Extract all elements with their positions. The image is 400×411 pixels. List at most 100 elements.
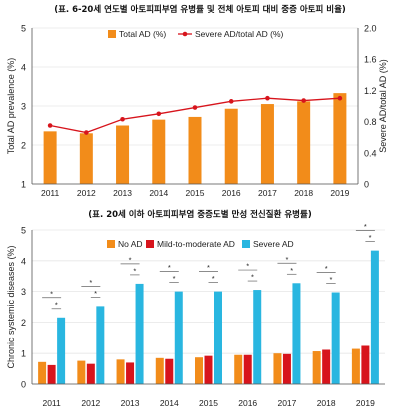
bottom-left-tick-label: 1 (21, 349, 26, 359)
top-chart-caption: (표. 6-20세 연도별 아토피피부염 유병률 및 전체 아토피 대비 중증 … (54, 5, 346, 15)
top-legend-label-severe-ratio: Severe AD/total AD (%) (195, 29, 284, 39)
bottom-bar-severe-ad (57, 317, 66, 384)
top-point-severe-ratio (47, 123, 53, 128)
bottom-bar-no-ad (234, 354, 243, 384)
top-right-tick-label: 0.8 (364, 117, 377, 127)
top-bar-total-ad (333, 93, 347, 184)
bottom-x-tick-label: 2018 (317, 398, 336, 408)
top-bar-total-ad (43, 131, 57, 184)
top-point-severe-ratio (337, 95, 343, 101)
bottom-bar-mild-moderate-ad (282, 353, 291, 384)
top-x-tick-label: 2018 (294, 188, 313, 198)
bottom-legend-label-severe-ad: Severe AD (253, 239, 294, 249)
bottom-bar-severe-ad (135, 283, 144, 384)
bottom-bar-no-ad (77, 360, 86, 384)
bottom-x-tick-label: 2016 (238, 398, 257, 408)
bottom-bar-no-ad (116, 359, 125, 384)
bottom-sig-star: * (129, 255, 132, 264)
bottom-sig-star: * (246, 262, 249, 271)
bottom-sig-star: * (173, 274, 176, 283)
bottom-bar-mild-moderate-ad (322, 349, 331, 384)
top-right-tick-label: 1.2 (364, 86, 377, 96)
top-right-tick-label: 1.6 (364, 55, 377, 65)
top-right-axis-title: Severe AD/total AD (%) (378, 59, 388, 153)
bottom-sig-star: * (207, 263, 210, 272)
bottom-sig-star: * (364, 222, 367, 231)
bottom-bar-no-ad (273, 353, 282, 384)
top-point-severe-ratio (120, 116, 125, 122)
top-right-tick-label: 0 (364, 180, 369, 190)
bottom-bar-mild-moderate-ad (361, 345, 370, 384)
bottom-bar-severe-ad (370, 250, 379, 384)
bottom-left-tick-label: 0 (21, 380, 26, 390)
top-point-severe-ratio (228, 99, 234, 104)
top-bar-total-ad (224, 108, 238, 184)
bottom-x-tick-label: 2013 (121, 398, 140, 408)
bottom-x-tick-label: 2015 (199, 398, 218, 408)
top-right-tick-label: 0.4 (364, 148, 377, 158)
bottom-bar-no-ad (155, 357, 164, 384)
bottom-left-tick-label: 3 (21, 287, 26, 297)
top-point-severe-ratio (192, 105, 198, 110)
top-bar-total-ad (188, 116, 202, 184)
bottom-bar-severe-ad (331, 292, 340, 384)
top-bar-total-ad (297, 101, 311, 184)
bottom-sig-star: * (369, 233, 372, 242)
top-point-severe-ratio (156, 111, 162, 117)
bottom-sig-star: * (168, 263, 171, 272)
top-left-axis-title: Total AD prevalence (%) (6, 58, 16, 155)
bottom-chart-caption: (표. 20세 이하 아토피피부염 중증도별 만성 전신질환 유병률) (88, 210, 312, 220)
bottom-sig-star: * (285, 255, 288, 264)
top-x-tick-label: 2016 (222, 188, 241, 198)
bottom-x-tick-label: 2012 (81, 398, 100, 408)
bottom-legend-swatch-no-ad (107, 240, 115, 248)
bottom-sig-star: * (133, 266, 136, 275)
bottom-sig-star: * (251, 273, 254, 282)
bottom-bar-mild-moderate-ad (47, 364, 56, 384)
bottom-sig-star: * (55, 300, 58, 309)
bottom-legend-label-no-ad: No AD (118, 239, 143, 249)
top-left-tick-label: 3 (21, 102, 26, 112)
top-x-tick-label: 2019 (330, 188, 349, 198)
bottom-x-tick-label: 2017 (277, 398, 296, 408)
bottom-sig-star: * (290, 266, 293, 275)
bottom-legend-swatch-severe-ad (242, 240, 250, 248)
top-x-tick-label: 2013 (113, 188, 132, 198)
bottom-sig-star: * (325, 264, 328, 273)
bottom-bar-severe-ad (214, 291, 222, 384)
bottom-x-tick-label: 2019 (356, 398, 375, 408)
bottom-bar-mild-moderate-ad (243, 354, 252, 384)
top-x-tick-label: 2011 (41, 188, 60, 198)
top-legend-swatch-severe-dot (182, 31, 188, 37)
top-point-severe-ratio (84, 130, 89, 135)
bottom-bar-severe-ad (96, 306, 105, 384)
top-x-tick-label: 2015 (186, 188, 205, 198)
bottom-sig-star: * (94, 289, 97, 298)
top-x-tick-label: 2012 (77, 188, 96, 198)
top-point-severe-ratio (301, 98, 306, 103)
top-right-tick-label: 2.0 (364, 24, 377, 34)
bottom-bar-severe-ad (253, 290, 262, 384)
bottom-x-tick-label: 2011 (42, 398, 61, 408)
bottom-bar-mild-moderate-ad (165, 358, 174, 384)
bottom-left-tick-label: 4 (21, 256, 26, 266)
bottom-bar-no-ad (38, 361, 47, 384)
top-left-tick-label: 1 (21, 180, 26, 190)
bottom-left-axis-title: Chronic systemic diseases (%) (6, 245, 16, 368)
bottom-sig-star: * (50, 289, 53, 298)
top-bar-total-ad (152, 119, 166, 184)
top-x-tick-label: 2017 (258, 188, 277, 198)
bottom-legend-swatch-mild-moderate-ad (146, 240, 154, 248)
bottom-bar-mild-moderate-ad (126, 362, 135, 384)
top-legend-swatch-total-ad (108, 30, 116, 38)
top-bar-total-ad (79, 133, 93, 184)
bottom-sig-star: * (329, 275, 332, 284)
bottom-left-tick-label: 2 (21, 318, 26, 328)
bottom-bar-no-ad (351, 348, 360, 384)
bottom-bar-no-ad (312, 351, 321, 384)
bottom-bar-severe-ad (174, 291, 183, 384)
bottom-bar-no-ad (195, 357, 203, 384)
top-bar-total-ad (116, 125, 130, 184)
top-left-tick-label: 2 (21, 141, 26, 151)
